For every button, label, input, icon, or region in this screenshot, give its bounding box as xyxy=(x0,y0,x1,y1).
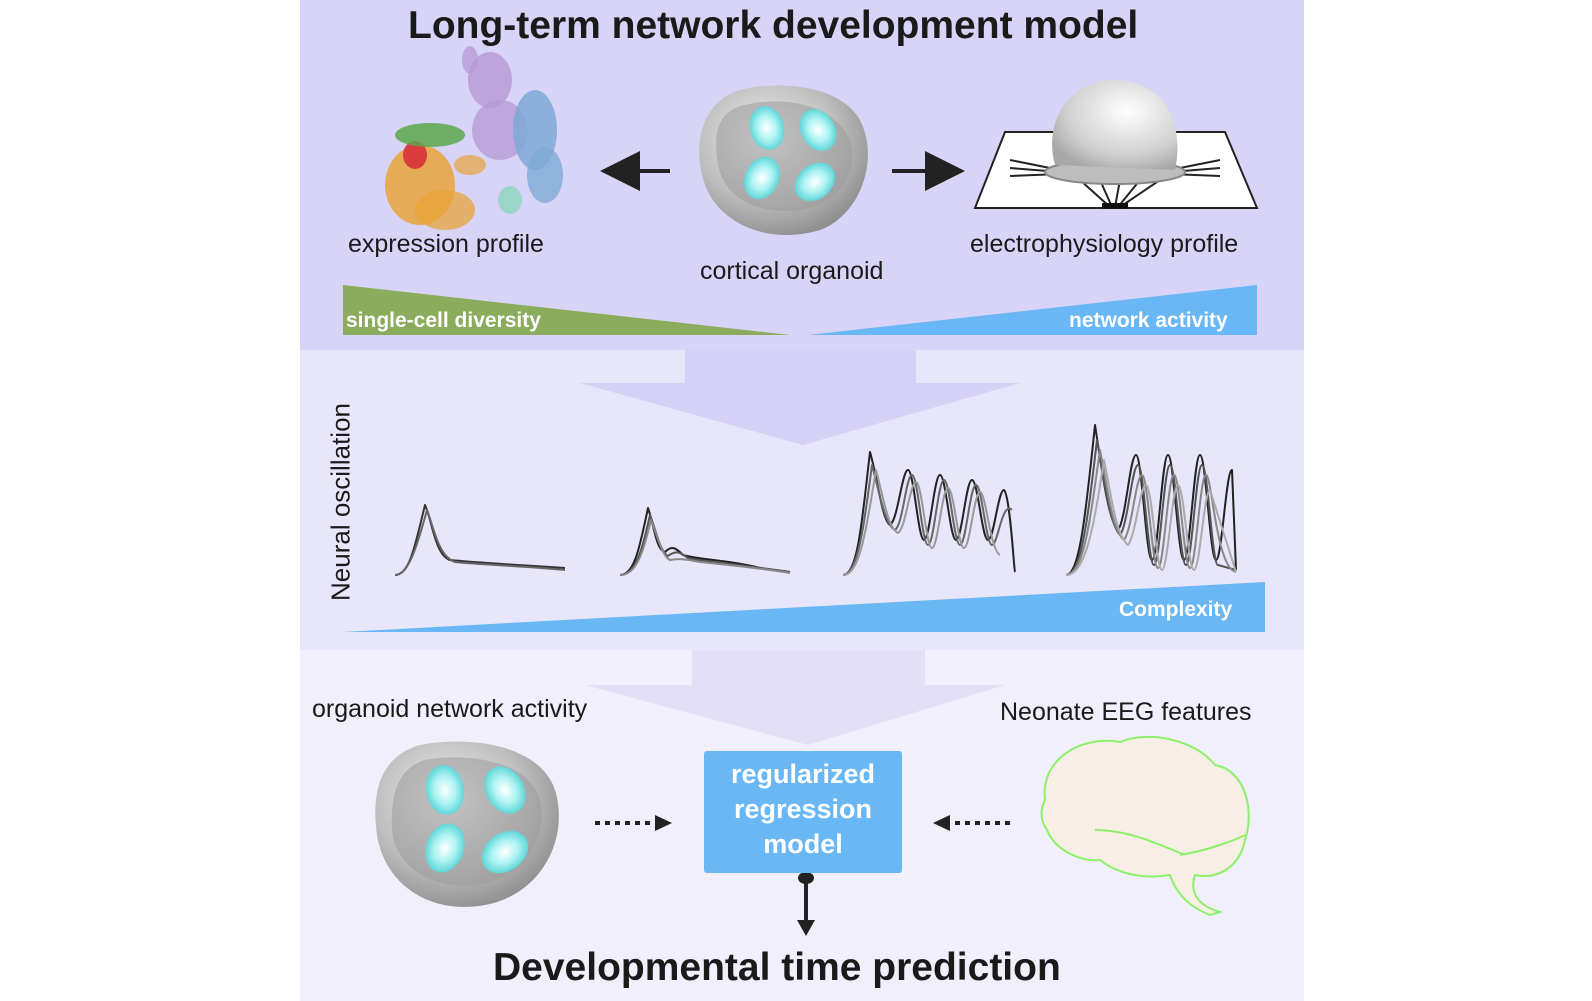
neonate-eeg-label: Neonate EEG features xyxy=(1000,698,1252,726)
network-activity-wedge xyxy=(808,285,1257,335)
trace-1 xyxy=(394,504,566,576)
trace-3 xyxy=(842,451,1016,576)
dotted-arrow-left-icon xyxy=(933,815,1010,831)
single-cell-diversity-label: single-cell diversity xyxy=(346,309,541,332)
dotted-arrow-right-icon xyxy=(595,815,672,831)
down-arrow-2-icon xyxy=(585,650,1005,745)
cortical-organoid-label: cortical organoid xyxy=(700,257,884,285)
regression-model-box: regularized regression model xyxy=(704,751,902,873)
brain-icon xyxy=(1040,735,1250,917)
trace-4 xyxy=(1065,424,1237,576)
expression-profile-label: expression profile xyxy=(348,230,544,258)
trace-2 xyxy=(619,507,791,576)
network-activity-label: network activity xyxy=(1069,309,1228,332)
expression-profile-plot xyxy=(385,46,563,230)
complexity-wedge xyxy=(343,582,1265,632)
organoid-network-icon xyxy=(375,741,559,907)
developmental-time-prediction-label: Developmental time prediction xyxy=(493,946,1061,989)
oscillation-traces xyxy=(394,424,1237,576)
down-arrow-1-icon xyxy=(580,350,1020,445)
page-title: Long-term network development model xyxy=(408,4,1139,47)
complexity-label: Complexity xyxy=(1119,598,1233,621)
electrophysiology-profile-label: electrophysiology profile xyxy=(970,230,1239,258)
single-cell-diversity-wedge xyxy=(343,285,790,335)
organoid-network-activity-label: organoid network activity xyxy=(312,695,588,723)
mea-electrode-icon xyxy=(973,79,1259,209)
output-arrow-icon xyxy=(797,872,815,936)
cortical-organoid-icon xyxy=(699,85,868,235)
neural-oscillation-axis-label: Neural oscillation xyxy=(325,403,356,601)
